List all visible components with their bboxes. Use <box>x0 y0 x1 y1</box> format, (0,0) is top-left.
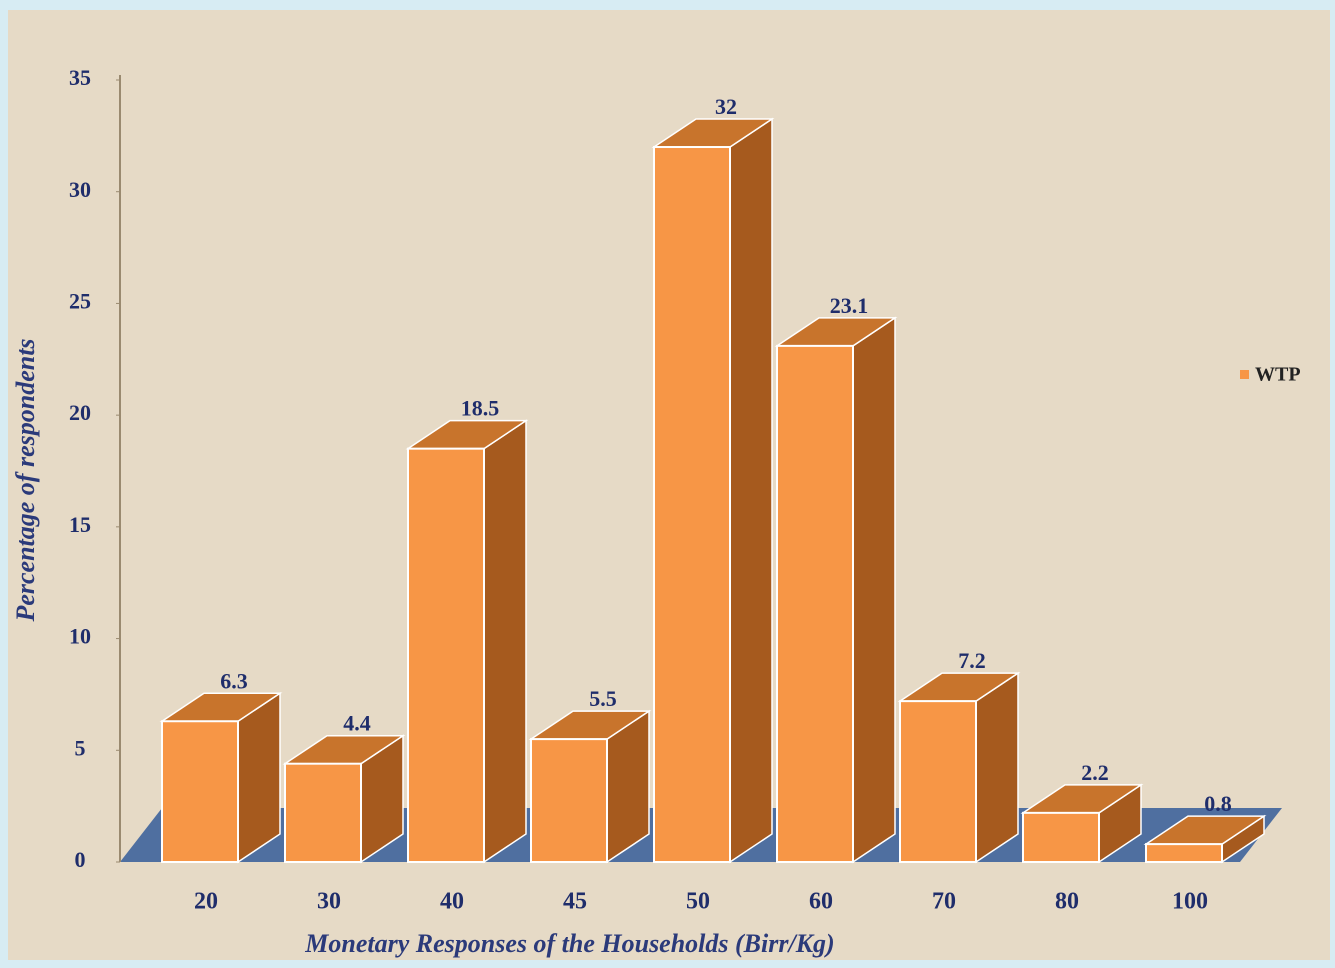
y-tick-label: 20 <box>69 400 91 425</box>
legend-label: WTP <box>1255 364 1301 386</box>
x-tick-label: 45 <box>563 889 587 915</box>
y-tick-label: 35 <box>69 65 91 90</box>
bar <box>776 344 854 863</box>
y-tick-label: 15 <box>69 512 91 537</box>
bar <box>653 146 731 863</box>
value-label: 18.5 <box>461 396 500 421</box>
value-label: 5.5 <box>589 686 617 711</box>
value-label: 6.3 <box>220 668 248 693</box>
value-label: 7.2 <box>958 648 986 673</box>
y-axis-title: Percentage of respondents <box>11 338 40 622</box>
legend-swatch <box>1240 370 1249 379</box>
value-label: 23.1 <box>830 293 869 318</box>
x-tick-label: 70 <box>932 889 956 915</box>
x-tick-label: 20 <box>194 889 218 915</box>
y-tick-label: 10 <box>69 624 91 649</box>
x-tick-label: 80 <box>1055 889 1079 915</box>
y-tick-label: 30 <box>69 177 91 202</box>
bar <box>1022 811 1100 863</box>
x-tick-label: 30 <box>317 889 341 915</box>
value-label: 32 <box>715 94 737 119</box>
bar <box>530 738 608 863</box>
bar <box>284 762 362 863</box>
y-tick-label: 25 <box>69 288 91 313</box>
bar-side <box>852 316 896 864</box>
bar <box>407 447 485 863</box>
y-tick-label: 5 <box>75 735 86 760</box>
x-tick-label: 40 <box>440 889 464 915</box>
bar-side <box>729 117 773 864</box>
value-label: 4.4 <box>343 711 371 736</box>
bar-side <box>483 419 527 864</box>
x-axis-title: Monetary Responses of the Households (Bi… <box>304 929 834 958</box>
x-tick-label: 50 <box>686 889 710 915</box>
bar-side <box>975 671 1019 864</box>
bar <box>899 700 977 863</box>
x-tick-label: 60 <box>809 889 833 915</box>
bar <box>1145 843 1223 864</box>
value-label: 2.2 <box>1081 760 1109 785</box>
value-label: 0.8 <box>1204 791 1232 816</box>
y-tick-label: 0 <box>75 847 86 872</box>
bar-side <box>237 691 281 864</box>
bar <box>161 720 239 863</box>
x-tick-label: 100 <box>1172 889 1208 915</box>
